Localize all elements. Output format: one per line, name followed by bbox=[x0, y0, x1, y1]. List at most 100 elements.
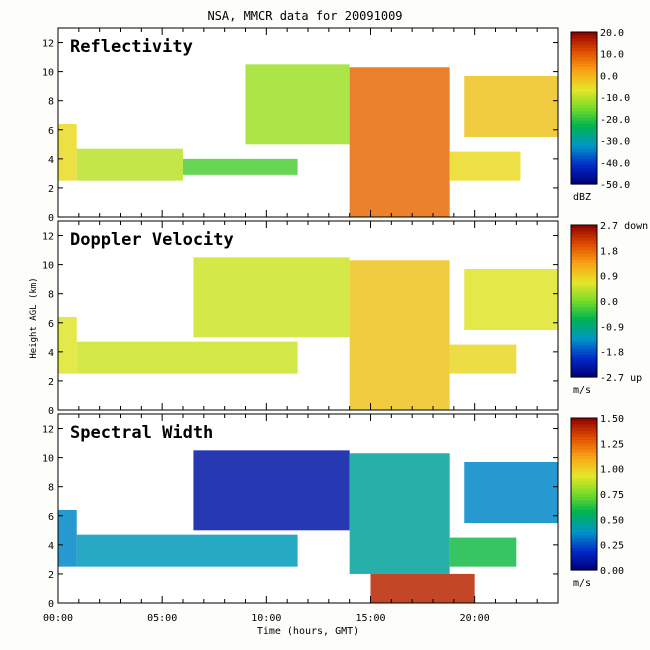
colorbar-cell bbox=[571, 89, 597, 93]
colorbar-tick-label: 0.0 bbox=[600, 71, 618, 82]
colorbar-cell bbox=[571, 525, 597, 530]
colorbar-tick-label: 10.0 bbox=[600, 50, 624, 61]
colorbar-frame bbox=[570, 31, 598, 185]
y-tick-label: 0 bbox=[48, 406, 54, 417]
colorbar-cell bbox=[571, 554, 597, 558]
colorbar-cell bbox=[571, 490, 597, 495]
colorbar-cell bbox=[571, 101, 597, 106]
colorbar-cell bbox=[571, 335, 597, 340]
colorbar-cell bbox=[571, 323, 597, 327]
colorbar-cell bbox=[571, 433, 597, 438]
cloud-region bbox=[449, 344, 517, 374]
colorbar-cell bbox=[571, 538, 597, 543]
colorbar-cell bbox=[571, 282, 597, 286]
colorbar-cell bbox=[571, 297, 597, 302]
colorbar-cell bbox=[571, 348, 597, 353]
colorbar-cell bbox=[571, 70, 597, 74]
colorbar-cell bbox=[571, 465, 597, 470]
panel-title: Spectral Width bbox=[70, 423, 213, 443]
colorbar-cell bbox=[571, 418, 597, 422]
colorbar-tick-label: 0.75 bbox=[600, 490, 624, 501]
colorbar-cell bbox=[571, 168, 597, 172]
colorbar-cell bbox=[571, 237, 597, 242]
colorbar-frame bbox=[570, 417, 598, 571]
colorbar-cell bbox=[571, 256, 597, 261]
colorbar-cell bbox=[571, 519, 597, 524]
colorbar-tick-label: 2.7 down bbox=[600, 221, 648, 232]
cloud-region bbox=[193, 257, 350, 338]
colorbar-tick-label: 0.25 bbox=[600, 541, 624, 552]
colorbar-cell bbox=[571, 547, 597, 552]
colorbar-tick-label: 0.50 bbox=[600, 515, 624, 526]
colorbar-cell bbox=[571, 146, 597, 150]
colorbar-cell bbox=[571, 79, 597, 84]
panel-title: Reflectivity bbox=[70, 37, 193, 57]
colorbar-cell bbox=[571, 54, 597, 58]
colorbar-cell bbox=[571, 41, 597, 46]
colorbar-cell bbox=[571, 446, 597, 451]
colorbar-cell bbox=[571, 60, 597, 65]
colorbar-cell bbox=[571, 108, 597, 112]
y-tick-label: 2 bbox=[48, 570, 54, 581]
colorbar-cell bbox=[571, 263, 597, 267]
colorbar-cell bbox=[571, 481, 597, 486]
cloud-region bbox=[76, 148, 183, 181]
cloud-region bbox=[464, 75, 558, 138]
colorbar-tick-label: 1.00 bbox=[600, 465, 624, 476]
colorbar-cell bbox=[571, 171, 597, 176]
colorbar-cell bbox=[571, 285, 597, 289]
y-tick-label: 10 bbox=[42, 68, 54, 79]
y-tick-label: 8 bbox=[48, 483, 54, 494]
colorbar-cell bbox=[571, 522, 597, 527]
colorbar-cell bbox=[571, 136, 597, 141]
panels: Reflectivity02468101220.010.00.0-10.0-20… bbox=[42, 27, 648, 624]
colorbar-cell bbox=[571, 47, 597, 52]
colorbar-cell bbox=[571, 452, 597, 457]
colorbar-tick-label: -30.0 bbox=[600, 137, 630, 148]
colorbar-cell bbox=[571, 528, 597, 533]
colorbar-cell bbox=[571, 95, 597, 100]
colorbar-tick-label: 1.50 bbox=[600, 414, 624, 425]
colorbar-cell bbox=[571, 427, 597, 432]
colorbar-cell bbox=[571, 478, 597, 482]
colorbar-cell bbox=[571, 367, 597, 372]
colorbar-cell bbox=[571, 310, 597, 315]
colorbar-cell bbox=[571, 85, 597, 90]
colorbar-cell bbox=[571, 351, 597, 356]
colorbar-cell bbox=[571, 497, 597, 501]
colorbar-cell bbox=[571, 244, 597, 248]
colorbar-cell bbox=[571, 459, 597, 463]
colorbar-cell bbox=[571, 516, 597, 520]
cloud-region bbox=[193, 450, 350, 531]
colorbar-cell bbox=[571, 127, 597, 131]
colorbar-cell bbox=[571, 250, 597, 255]
cloud-region bbox=[58, 316, 77, 374]
colorbar-cell bbox=[571, 32, 597, 36]
y-tick-label: 0 bbox=[48, 599, 54, 610]
colorbar-cell bbox=[571, 301, 597, 305]
colorbar-cell bbox=[571, 234, 597, 239]
y-axis-label: Height AGL (km) bbox=[29, 277, 39, 358]
x-tick-label: 05:00 bbox=[147, 613, 177, 624]
colorbar-cell bbox=[571, 475, 597, 479]
colorbar-cell bbox=[571, 82, 597, 87]
colorbar-cell bbox=[571, 51, 597, 55]
cloud-region bbox=[349, 453, 450, 574]
y-tick-label: 12 bbox=[42, 232, 54, 243]
colorbar-cell bbox=[571, 535, 597, 539]
colorbar-cell bbox=[571, 557, 597, 562]
panel-2: Doppler Velocity 0 2 4 6 8 10 12 2.7 down 1.8 0.9 0… bbox=[42, 220, 648, 417]
colorbar-cell bbox=[571, 563, 597, 568]
colorbar-tick-label: 0.9 bbox=[600, 272, 618, 283]
colorbar-cell bbox=[571, 228, 597, 232]
colorbar-cell bbox=[571, 35, 597, 39]
cloud-region bbox=[464, 268, 558, 331]
colorbar-cell bbox=[571, 358, 597, 362]
cloud-region bbox=[370, 573, 475, 603]
y-tick-label: 6 bbox=[48, 512, 54, 523]
colorbar-cell bbox=[571, 484, 597, 489]
cloud-region bbox=[58, 509, 77, 567]
colorbar-cell bbox=[571, 551, 597, 555]
colorbar-frame bbox=[570, 224, 598, 378]
